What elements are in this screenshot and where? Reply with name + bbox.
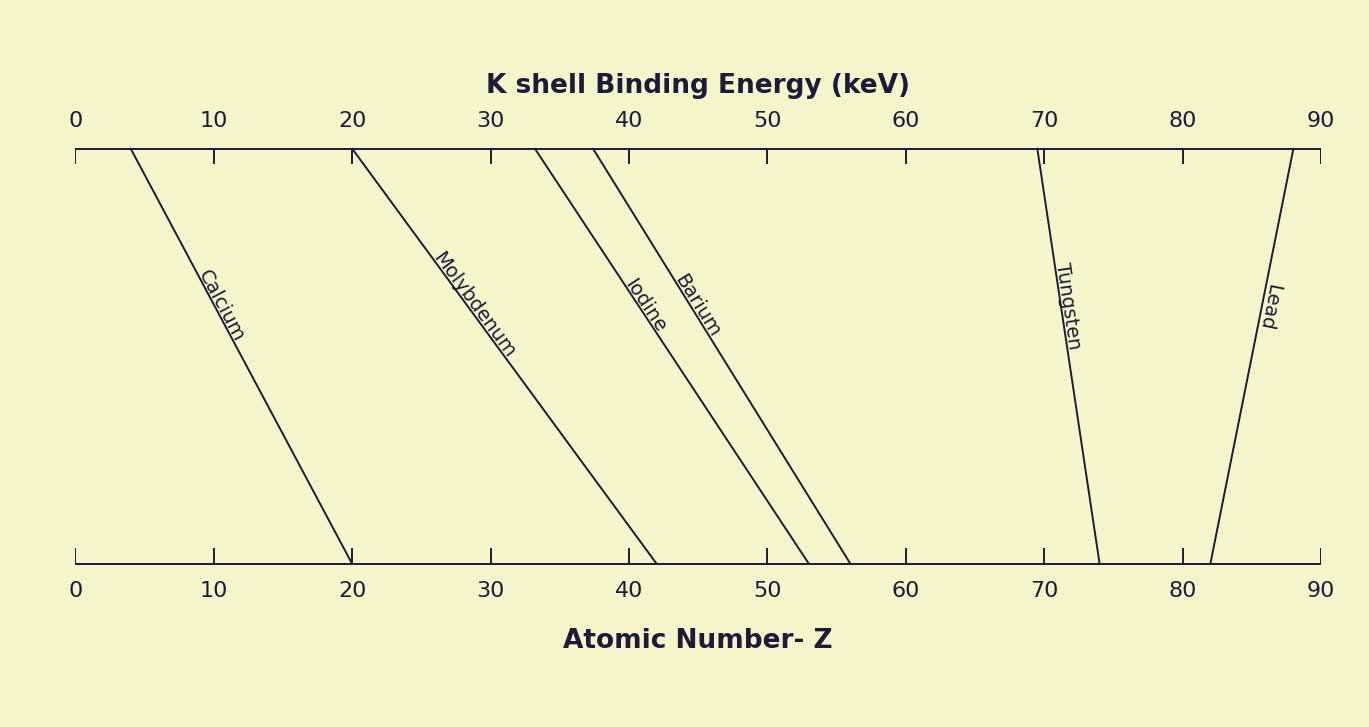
Text: 60: 60 (891, 111, 920, 132)
Text: Atomic Number- Z: Atomic Number- Z (564, 628, 832, 654)
Text: 80: 80 (1169, 581, 1197, 601)
Text: 30: 30 (476, 111, 505, 132)
Text: 80: 80 (1169, 111, 1197, 132)
Text: Lead: Lead (1255, 282, 1283, 332)
Text: 20: 20 (338, 111, 367, 132)
Text: 40: 40 (615, 111, 643, 132)
Text: 10: 10 (200, 111, 227, 132)
Text: 0: 0 (68, 581, 82, 601)
Text: Molybdenum: Molybdenum (428, 249, 519, 362)
Text: Iodine: Iodine (620, 276, 669, 336)
Text: 10: 10 (200, 581, 227, 601)
Text: 90: 90 (1307, 581, 1335, 601)
Text: K shell Binding Energy (keV): K shell Binding Energy (keV) (486, 73, 910, 99)
Text: Calcium: Calcium (194, 267, 248, 345)
Text: 70: 70 (1029, 111, 1058, 132)
Text: 30: 30 (476, 581, 505, 601)
Text: 0: 0 (68, 111, 82, 132)
Text: 50: 50 (753, 581, 782, 601)
Text: Tungsten: Tungsten (1053, 261, 1084, 351)
Text: 70: 70 (1029, 581, 1058, 601)
Text: 20: 20 (338, 581, 367, 601)
Text: 90: 90 (1307, 111, 1335, 132)
Text: 50: 50 (753, 111, 782, 132)
Text: 40: 40 (615, 581, 643, 601)
Text: Barium: Barium (671, 270, 724, 340)
Text: 60: 60 (891, 581, 920, 601)
